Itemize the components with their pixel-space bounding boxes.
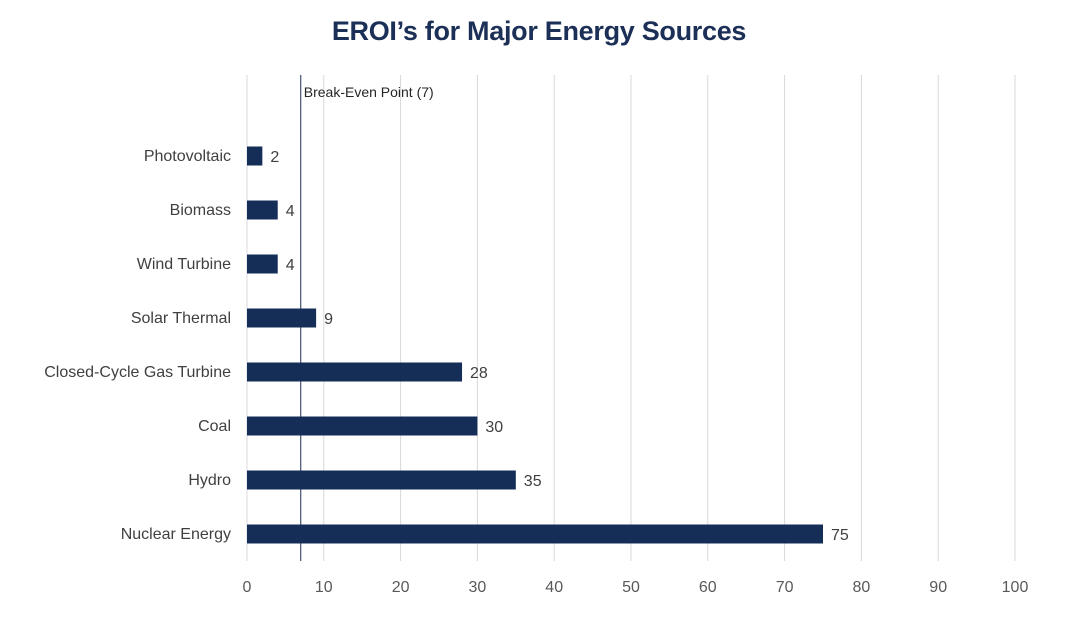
- x-tick-label: 30: [469, 579, 487, 596]
- data-label: 35: [524, 473, 542, 490]
- category-label: Nuclear Energy: [121, 526, 231, 543]
- data-label: 28: [470, 365, 488, 382]
- data-label: 4: [286, 257, 295, 274]
- x-tick-label: 20: [392, 579, 410, 596]
- x-tick-label: 60: [699, 579, 717, 596]
- bar: [247, 470, 516, 490]
- category-label: Coal: [198, 418, 231, 435]
- value-axis: 0 10 20 30 40 50 60 70 80 90 100: [243, 579, 1029, 596]
- bar: [247, 200, 278, 220]
- x-tick-label: 70: [776, 579, 794, 596]
- category-label: Photovoltaic: [144, 148, 231, 165]
- chart-title: EROI’s for Major Energy Sources: [331, 16, 747, 46]
- x-tick-label: 80: [853, 579, 871, 596]
- bar: [247, 146, 263, 166]
- x-tick-label: 90: [929, 579, 947, 596]
- break-even-label: Break-Even Point (7): [304, 84, 434, 100]
- x-tick-label: 50: [622, 579, 640, 596]
- bar: [247, 254, 278, 274]
- data-label: 30: [485, 419, 503, 436]
- bar: [247, 416, 478, 436]
- x-tick-label: 10: [315, 579, 333, 596]
- category-axis: Photovoltaic Biomass Wind Turbine Solar The…: [44, 148, 231, 543]
- reference-layer: Break-Even Point (7): [300, 75, 434, 561]
- category-label: Hydro: [188, 472, 231, 489]
- category-label: Biomass: [170, 202, 231, 219]
- data-label: 4: [286, 203, 295, 220]
- category-label: Wind Turbine: [137, 256, 231, 273]
- data-label: 9: [324, 311, 333, 328]
- bar-layer: 2 4 4 9 28 30 35 75: [247, 146, 849, 544]
- grid-layer: [246, 75, 1016, 561]
- category-label: Closed-Cycle Gas Turbine: [44, 364, 231, 381]
- x-tick-label: 100: [1002, 579, 1029, 596]
- x-tick-label: 0: [243, 579, 252, 596]
- bar: [247, 524, 823, 544]
- data-label: 2: [270, 149, 279, 166]
- x-tick-label: 40: [545, 579, 563, 596]
- category-label: Solar Thermal: [131, 310, 231, 327]
- data-label: 75: [831, 527, 849, 544]
- bar: [247, 362, 463, 382]
- bar: [247, 308, 317, 328]
